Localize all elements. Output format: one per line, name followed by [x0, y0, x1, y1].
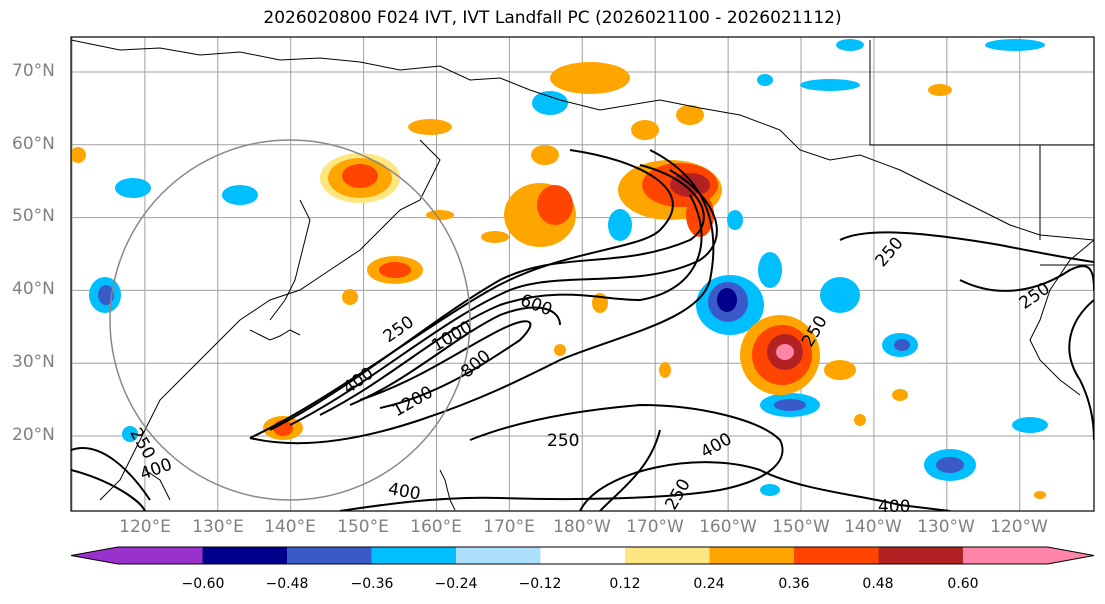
colorbar-tick-label: −0.48 — [265, 576, 309, 592]
lat-label-70n: 70°N — [12, 61, 55, 81]
colorbar-extend-max — [1047, 547, 1094, 564]
colorbar-tick-label: −0.24 — [434, 576, 478, 592]
lon-label: 140°W — [844, 517, 902, 537]
colorbar-bin — [963, 547, 1048, 564]
ivt-contours — [71, 149, 1094, 511]
positive-anomaly-patches — [71, 62, 1046, 499]
graticule — [71, 37, 1094, 511]
lon-label: 170°E — [483, 517, 535, 537]
colorbar-tick-label: −0.36 — [350, 576, 394, 592]
colorbar-tick-label: 0.24 — [693, 576, 725, 592]
colorbar-bin — [878, 547, 963, 564]
contour-label: 250 — [547, 431, 579, 451]
colorbar-bin — [625, 547, 710, 564]
colorbar-bin — [118, 547, 203, 564]
map-frame — [70, 36, 1095, 512]
colorbar-outline — [70, 546, 1095, 565]
colorbar-bin — [371, 547, 456, 564]
colorbar-tick-label: −0.60 — [181, 576, 225, 592]
contour-label: 400 — [878, 497, 910, 517]
colorbar-tick-label: −0.12 — [518, 576, 562, 592]
lon-label: 120°E — [119, 517, 171, 537]
lat-label-40n: 40°N — [12, 279, 55, 299]
lon-label: 130°E — [192, 517, 244, 537]
lon-label: 160°E — [410, 517, 462, 537]
colorbar-bin — [709, 547, 794, 564]
landfall-region-circle — [109, 139, 471, 501]
lat-label-30n: 30°N — [12, 352, 55, 372]
colorbar — [70, 546, 1095, 565]
colorbar-tick-label: 0.60 — [947, 576, 979, 592]
colorbar-tick-label: 0.48 — [862, 576, 894, 592]
lon-label: 160°W — [699, 517, 757, 537]
colorbar-extend-min — [71, 547, 118, 564]
lon-label: 130°W — [917, 517, 975, 537]
lon-label: 150°W — [772, 517, 830, 537]
lon-label: 170°W — [626, 517, 684, 537]
colorbar-bin — [456, 547, 541, 564]
coastlines — [71, 39, 1094, 511]
map-title: 2026020800 F024 IVT, IVT Landfall PC (20… — [263, 8, 842, 28]
colorbar-tick-label: 0.12 — [609, 576, 641, 592]
negative-anomaly-patches — [89, 39, 1048, 496]
lat-label-60n: 60°N — [12, 134, 55, 154]
lon-label: 150°E — [337, 517, 389, 537]
lat-label-20n: 20°N — [12, 425, 55, 445]
lon-label: 140°E — [264, 517, 316, 537]
colorbar-bin — [794, 547, 879, 564]
colorbar-tick-label: 0.36 — [778, 576, 810, 592]
colorbar-bin — [287, 547, 372, 564]
lon-label: 120°W — [990, 517, 1048, 537]
lat-label-50n: 50°N — [12, 206, 55, 226]
colorbar-bin — [202, 547, 287, 564]
lon-label: 180°W — [553, 517, 611, 537]
colorbar-bin — [540, 547, 625, 564]
